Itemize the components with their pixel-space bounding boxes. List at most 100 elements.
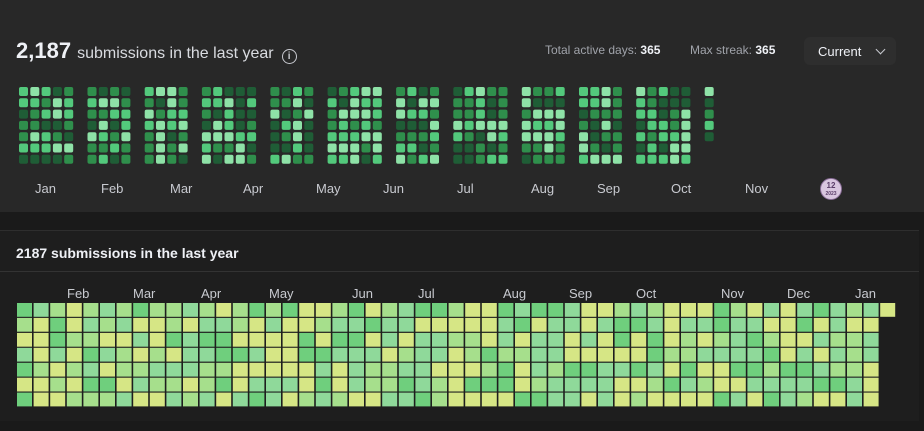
bottom-day-cell[interactable]: [863, 362, 879, 377]
top-day-cell[interactable]: [201, 154, 211, 164]
bottom-day-cell[interactable]: [299, 347, 315, 362]
bottom-day-cell[interactable]: [216, 377, 232, 392]
top-day-cell[interactable]: [350, 120, 360, 130]
top-day-cell[interactable]: [30, 87, 40, 96]
bottom-day-cell[interactable]: [847, 392, 862, 407]
bottom-day-cell[interactable]: [332, 317, 348, 332]
top-day-cell[interactable]: [658, 98, 668, 108]
top-day-cell[interactable]: [98, 154, 108, 164]
top-day-cell[interactable]: [98, 109, 108, 119]
top-day-cell[interactable]: [647, 98, 657, 108]
top-day-cell[interactable]: [579, 98, 588, 108]
bottom-day-cell[interactable]: [714, 303, 730, 317]
bottom-day-cell[interactable]: [332, 332, 348, 347]
bottom-day-cell[interactable]: [498, 362, 514, 377]
bottom-day-cell[interactable]: [847, 377, 862, 392]
top-day-cell[interactable]: [41, 120, 51, 130]
top-day-cell[interactable]: [555, 87, 565, 96]
top-day-cell[interactable]: [670, 109, 680, 119]
bottom-day-cell[interactable]: [315, 332, 331, 347]
bottom-day-cell[interactable]: [332, 377, 348, 392]
info-icon[interactable]: i: [281, 49, 297, 64]
top-day-cell[interactable]: [579, 109, 588, 119]
top-day-cell[interactable]: [144, 154, 154, 164]
bottom-day-cell[interactable]: [100, 303, 115, 317]
bottom-day-cell[interactable]: [17, 332, 32, 347]
bottom-day-cell[interactable]: [448, 362, 464, 377]
top-day-cell[interactable]: [235, 143, 245, 153]
top-day-cell[interactable]: [453, 87, 463, 96]
top-day-cell[interactable]: [521, 87, 531, 96]
top-day-cell[interactable]: [647, 143, 657, 153]
top-day-cell[interactable]: [304, 154, 314, 164]
bottom-day-cell[interactable]: [199, 317, 215, 332]
bottom-day-cell[interactable]: [166, 377, 182, 392]
bottom-day-cell[interactable]: [681, 303, 696, 317]
bottom-day-cell[interactable]: [232, 377, 248, 392]
top-day-cell[interactable]: [361, 120, 371, 130]
top-day-cell[interactable]: [87, 109, 97, 119]
bottom-day-cell[interactable]: [432, 392, 447, 407]
bottom-day-cell[interactable]: [315, 347, 331, 362]
bottom-day-cell[interactable]: [481, 303, 497, 317]
bottom-day-cell[interactable]: [365, 392, 381, 407]
bottom-day-cell[interactable]: [631, 362, 647, 377]
bottom-day-cell[interactable]: [315, 377, 331, 392]
top-day-cell[interactable]: [327, 154, 337, 164]
bottom-day-cell[interactable]: [448, 332, 464, 347]
top-day-cell[interactable]: [121, 132, 131, 142]
bottom-day-cell[interactable]: [116, 377, 132, 392]
top-day-cell[interactable]: [293, 109, 302, 119]
top-day-cell[interactable]: [338, 109, 348, 119]
top-day-cell[interactable]: [41, 87, 51, 96]
top-day-cell[interactable]: [521, 109, 531, 119]
bottom-day-cell[interactable]: [315, 317, 331, 332]
top-day-cell[interactable]: [670, 143, 680, 153]
bottom-day-cell[interactable]: [232, 347, 248, 362]
top-day-cell[interactable]: [498, 154, 508, 164]
top-day-cell[interactable]: [544, 154, 554, 164]
bottom-day-cell[interactable]: [282, 377, 298, 392]
bottom-day-cell[interactable]: [216, 332, 232, 347]
top-day-cell[interactable]: [407, 98, 417, 108]
top-day-cell[interactable]: [281, 98, 291, 108]
bottom-day-cell[interactable]: [249, 362, 265, 377]
bottom-day-cell[interactable]: [415, 317, 431, 332]
top-day-cell[interactable]: [533, 143, 543, 153]
bottom-day-cell[interactable]: [66, 347, 82, 362]
bottom-day-cell[interactable]: [465, 392, 481, 407]
top-day-cell[interactable]: [555, 132, 565, 142]
top-day-cell[interactable]: [178, 120, 188, 130]
bottom-day-cell[interactable]: [747, 377, 763, 392]
bottom-day-cell[interactable]: [166, 392, 182, 407]
bottom-day-cell[interactable]: [332, 303, 348, 317]
bottom-day-cell[interactable]: [415, 377, 431, 392]
bottom-day-cell[interactable]: [382, 377, 398, 392]
top-day-cell[interactable]: [407, 143, 417, 153]
top-day-cell[interactable]: [487, 154, 497, 164]
bottom-day-cell[interactable]: [149, 317, 165, 332]
bottom-day-cell[interactable]: [564, 303, 580, 317]
bottom-day-cell[interactable]: [481, 377, 497, 392]
bottom-day-cell[interactable]: [398, 362, 414, 377]
top-day-cell[interactable]: [612, 132, 622, 142]
top-day-cell[interactable]: [281, 120, 291, 130]
bottom-day-cell[interactable]: [863, 332, 879, 347]
bottom-day-cell[interactable]: [764, 377, 779, 392]
bottom-day-cell[interactable]: [598, 347, 613, 362]
top-day-cell[interactable]: [327, 120, 337, 130]
bottom-day-cell[interactable]: [664, 303, 680, 317]
bottom-day-cell[interactable]: [216, 347, 232, 362]
bottom-day-cell[interactable]: [564, 377, 580, 392]
bottom-day-cell[interactable]: [813, 392, 829, 407]
bottom-day-cell[interactable]: [548, 362, 564, 377]
bottom-day-cell[interactable]: [282, 392, 298, 407]
top-day-cell[interactable]: [418, 143, 428, 153]
top-day-cell[interactable]: [213, 109, 223, 119]
bottom-day-cell[interactable]: [598, 377, 613, 392]
bottom-day-cell[interactable]: [232, 392, 248, 407]
top-day-cell[interactable]: [327, 98, 337, 108]
bottom-day-cell[interactable]: [681, 332, 696, 347]
top-day-cell[interactable]: [52, 132, 62, 142]
bottom-day-cell[interactable]: [664, 347, 680, 362]
